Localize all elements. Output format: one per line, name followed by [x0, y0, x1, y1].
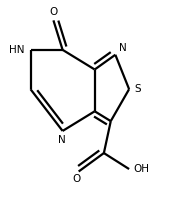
Text: N: N: [58, 135, 65, 145]
Text: O: O: [49, 7, 58, 17]
Text: S: S: [134, 84, 141, 94]
Text: HN: HN: [9, 45, 25, 55]
Text: OH: OH: [133, 164, 149, 174]
Text: O: O: [72, 174, 81, 184]
Text: N: N: [120, 43, 127, 53]
